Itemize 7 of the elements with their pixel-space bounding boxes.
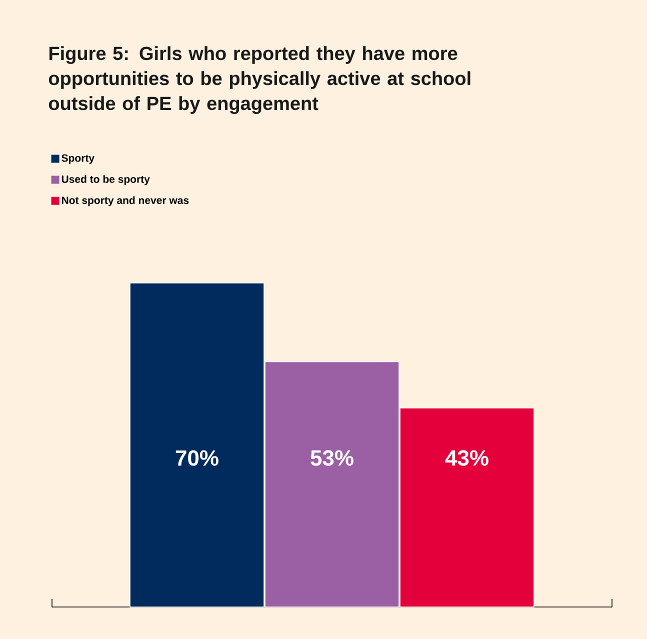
legend-label: Not sporty and never was	[62, 196, 189, 206]
data-label: 43%	[445, 450, 488, 466]
data-label: 53%	[310, 450, 354, 466]
chart-title: Figure 5: Girls who reported they have more opportunities to be physically active at school outside of PE by engagement	[48, 46, 470, 114]
legend-label: Used to be sporty	[62, 175, 150, 185]
legend-label: Sporty	[62, 154, 94, 164]
data-label: 70%	[176, 450, 218, 466]
